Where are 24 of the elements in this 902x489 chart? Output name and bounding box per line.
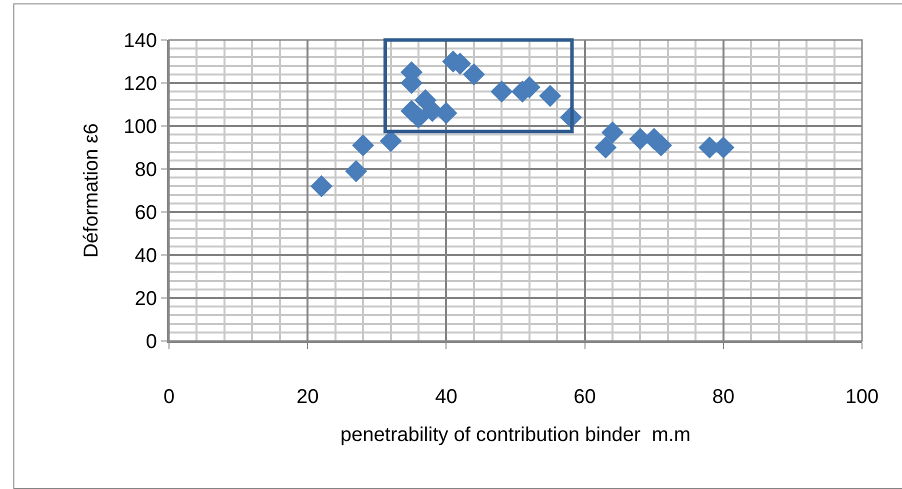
x-axis-title: penetrability of contribution binder m.m	[340, 424, 691, 446]
point	[345, 160, 368, 182]
y-tick-label: 140	[124, 30, 157, 52]
point	[462, 63, 485, 86]
y-tick-label: 80	[134, 159, 157, 181]
x-tick-label: 100	[845, 386, 879, 408]
x-tick-label: 40	[435, 386, 458, 408]
point	[352, 134, 374, 156]
y-tick-label: 60	[134, 202, 157, 224]
x-tick-label: 20	[296, 386, 319, 408]
point	[539, 84, 562, 107]
x-tick-label: 60	[574, 386, 596, 408]
point	[490, 80, 513, 103]
x-tick-label: 80	[712, 386, 735, 408]
point	[601, 121, 624, 144]
x-tick-label: 0	[163, 386, 175, 408]
y-tick-label: 100	[124, 116, 157, 138]
y-tick-label: 40	[134, 245, 157, 267]
point	[310, 175, 333, 198]
y-tick-label: 0	[146, 331, 157, 353]
y-tick-label: 20	[134, 288, 157, 310]
y-axis-title: Déformation ε6	[80, 123, 103, 258]
y-tick-label: 120	[124, 73, 157, 95]
point	[594, 136, 617, 159]
